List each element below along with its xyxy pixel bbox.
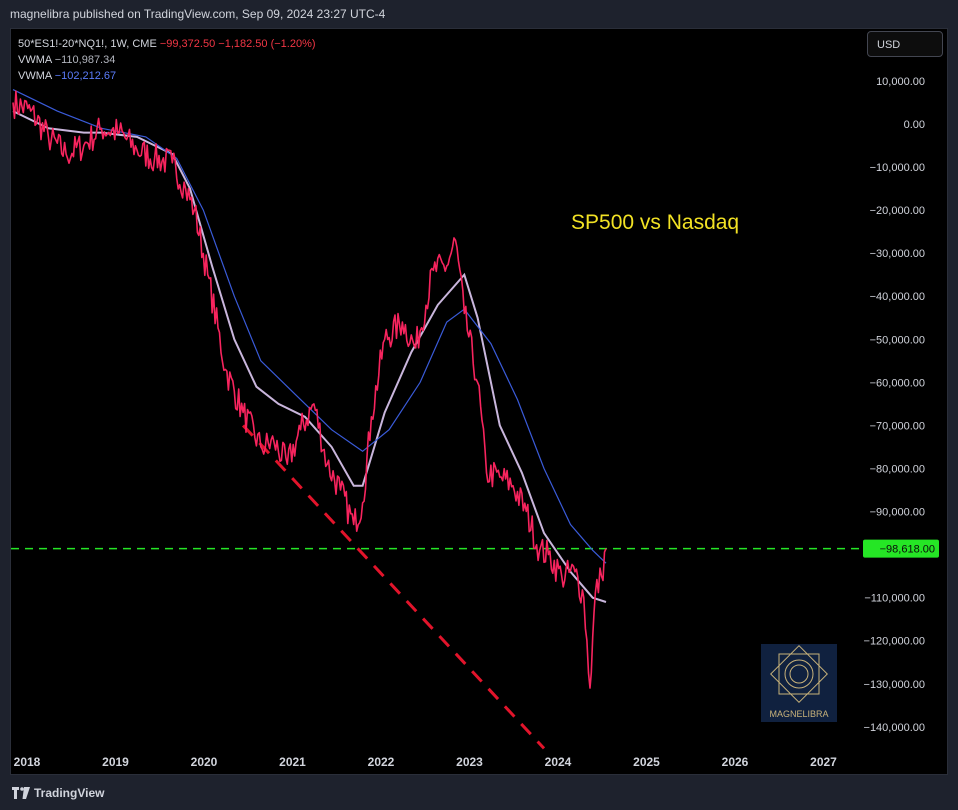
x-tick-label: 2021 bbox=[279, 755, 306, 769]
legend: 50*ES1!-20*NQ1!, 1W, CME −99,372.50 −1,1… bbox=[18, 36, 316, 84]
x-tick-label: 2020 bbox=[191, 755, 218, 769]
vwma-fast-line bbox=[12, 110, 607, 603]
legend-change: −1,182.50 (−1.20%) bbox=[218, 38, 316, 50]
legend-vwma-fast-row[interactable]: VWMA −110,987.34 bbox=[18, 52, 316, 68]
x-tick-label: 2024 bbox=[545, 755, 572, 769]
logo-text: MAGNELIBRA bbox=[769, 709, 828, 719]
y-tick-label: 10,000.00 bbox=[876, 76, 925, 88]
price-level-label: −98,618.00 bbox=[880, 544, 935, 556]
chart-svg: MAGNELIBRA SP500 vs Nasdaq 10,000.00 0.00 −… bbox=[11, 76, 939, 769]
x-tick-label: 2019 bbox=[102, 755, 129, 769]
y-tick-label: −80,000.00 bbox=[870, 463, 925, 475]
publish-info: magnelibra published on TradingView.com,… bbox=[10, 7, 386, 21]
y-tick-label: −10,000.00 bbox=[870, 162, 925, 174]
chart-pane[interactable]: MAGNELIBRA SP500 vs Nasdaq 10,000.00 0.00 −… bbox=[10, 28, 948, 775]
currency-button[interactable]: USD bbox=[867, 31, 943, 57]
footer: TradingView bbox=[0, 778, 958, 810]
legend-price: −99,372.50 bbox=[159, 38, 216, 50]
x-tick-label: 2026 bbox=[722, 755, 749, 769]
x-tick-label: 2027 bbox=[810, 755, 837, 769]
trend-line bbox=[242, 424, 546, 750]
x-tick-label: 2022 bbox=[368, 755, 395, 769]
x-tick-label: 2023 bbox=[456, 755, 483, 769]
legend-vwma-slow-row[interactable]: VWMA −102,212.67 bbox=[18, 68, 316, 84]
magnelibra-logo: MAGNELIBRA bbox=[761, 644, 837, 722]
y-tick-label: −130,000.00 bbox=[864, 679, 925, 691]
logo-square bbox=[778, 653, 820, 695]
price-line bbox=[12, 90, 607, 689]
y-tick-label: −40,000.00 bbox=[870, 291, 925, 303]
legend-vwma-fast-label[interactable]: VWMA bbox=[18, 54, 52, 66]
logo-inner-circle bbox=[789, 664, 809, 684]
legend-vwma-slow-value: −102,212.67 bbox=[54, 70, 117, 82]
legend-symbol[interactable]: 50*ES1!-20*NQ1!, 1W, CME bbox=[18, 38, 157, 50]
y-tick-label: −120,000.00 bbox=[864, 636, 925, 648]
y-tick-label: −90,000.00 bbox=[870, 507, 925, 519]
y-tick-label: −110,000.00 bbox=[864, 593, 925, 605]
legend-vwma-slow-label[interactable]: VWMA bbox=[18, 70, 52, 82]
y-tick-label: −30,000.00 bbox=[870, 248, 925, 260]
y-tick-label: −50,000.00 bbox=[870, 334, 925, 346]
y-tick-label: −140,000.00 bbox=[864, 722, 925, 734]
y-tick-label: −70,000.00 bbox=[870, 420, 925, 432]
price-level-badge bbox=[863, 539, 939, 558]
x-tick-label: 2025 bbox=[633, 755, 660, 769]
y-tick-label: 0.00 bbox=[904, 119, 925, 131]
y-tick-label: −20,000.00 bbox=[870, 205, 925, 217]
tradingview-brand[interactable]: TradingView bbox=[34, 786, 105, 800]
chart-title: SP500 vs Nasdaq bbox=[571, 211, 739, 234]
logo-square-rotated bbox=[770, 645, 828, 703]
tradingview-logo-icon bbox=[12, 787, 30, 799]
logo-circle bbox=[784, 659, 814, 689]
x-tick-label: 2018 bbox=[14, 755, 41, 769]
legend-vwma-fast-value: −110,987.34 bbox=[54, 54, 116, 66]
y-tick-label: −60,000.00 bbox=[870, 377, 925, 389]
legend-symbol-row[interactable]: 50*ES1!-20*NQ1!, 1W, CME −99,372.50 −1,1… bbox=[18, 36, 316, 52]
